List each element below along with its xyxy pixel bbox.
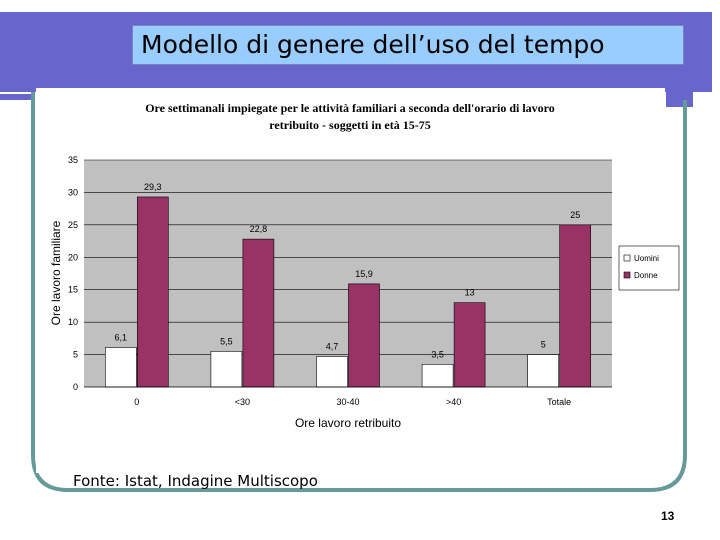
x-tick-label: 30-40 <box>336 397 359 407</box>
bar-uomini <box>421 363 454 388</box>
legend-label: Uomini <box>634 254 659 263</box>
x-tick-label: 0 <box>134 397 139 407</box>
bar-donne <box>348 283 380 388</box>
x-ticks: 0 <30 30-40 >40 Totale <box>134 397 571 407</box>
x-tick-label: >40 <box>446 397 461 407</box>
data-label-uomini: 6,1 <box>115 332 128 342</box>
content-frame <box>31 92 687 492</box>
chart-title-line2: retribuito - soggetti in età 15-75 <box>269 118 430 132</box>
x-tick-label: Totale <box>547 397 571 407</box>
plot-area <box>84 160 612 387</box>
title-box: Modello di genere dell’uso del tempo <box>132 25 684 65</box>
bar-uomini <box>210 351 243 388</box>
y-ticks: 0 5 10 15 20 25 30 35 <box>68 155 78 392</box>
y-tick-label: 15 <box>68 285 78 295</box>
x-axis-label: Ore lavoro retribuito <box>295 416 401 430</box>
bar-uomini <box>527 354 560 388</box>
legend-label: Donne <box>634 271 658 280</box>
header-stripe <box>0 94 34 100</box>
slide-title: Modello di genere dell’uso del tempo <box>141 30 605 59</box>
y-tick-label: 20 <box>68 252 78 262</box>
source-note: Fonte: Istat, Indagine Multiscopo <box>73 472 318 490</box>
y-tick-label: 30 <box>68 187 78 197</box>
data-label-donne: 15,9 <box>355 269 373 279</box>
gridlines <box>84 159 612 355</box>
legend-swatch <box>623 254 631 262</box>
data-label-uomini: 4,7 <box>326 342 339 352</box>
bar-donne <box>242 238 275 388</box>
y-tick-label: 10 <box>68 317 78 327</box>
bar-donne <box>137 196 169 388</box>
page-number: 13 <box>661 509 675 523</box>
x-tick-label: <30 <box>235 397 250 407</box>
legend: Uomini Donne <box>618 245 680 291</box>
chart-title-line1: Ore settimanali impiegate per le attivit… <box>145 101 555 115</box>
data-label-donne: 13 <box>465 288 475 298</box>
bars: 6,1 29,3 5,5 22,8 4,7 15,9 3,5 13 5 25 <box>105 182 592 388</box>
legend-box <box>618 245 680 291</box>
legend-swatch <box>623 271 631 279</box>
y-tick-label: 5 <box>73 350 78 360</box>
y-tick-label: 35 <box>68 155 78 165</box>
data-label-donne: 29,3 <box>144 182 162 192</box>
data-label-donne: 22,8 <box>250 224 268 234</box>
data-label-uomini: 5,5 <box>220 336 233 346</box>
data-label-donne: 25 <box>570 210 580 220</box>
data-label-uomini: 3,5 <box>431 349 444 359</box>
y-tick-label: 25 <box>68 220 78 230</box>
bar-donne <box>559 224 592 388</box>
y-tick-label: 0 <box>73 382 78 392</box>
bar-uomini <box>316 356 348 388</box>
y-axis-label: Ore lavoro familiare <box>49 220 63 325</box>
bar-donne <box>453 302 486 388</box>
bar-uomini <box>105 347 137 388</box>
data-label-uomini: 5 <box>541 340 546 350</box>
